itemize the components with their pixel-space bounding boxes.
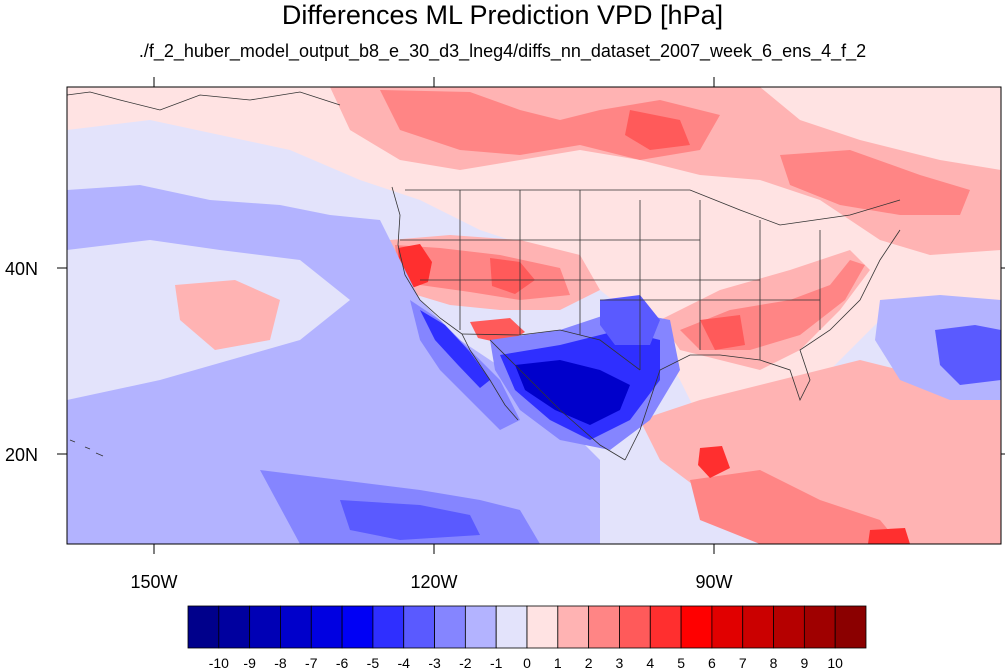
contour-mexico-neg6 bbox=[515, 360, 630, 425]
y-tick-label-20n: 20N bbox=[5, 445, 38, 465]
contour-pacific-neg3 bbox=[340, 500, 480, 540]
colorbar-swatch bbox=[372, 605, 405, 649]
colorbar-swatch bbox=[680, 605, 713, 649]
state-lines-2 bbox=[400, 239, 820, 301]
boundaries bbox=[67, 91, 901, 461]
colorbar-label: -1 bbox=[490, 655, 503, 671]
us-canada-border bbox=[405, 189, 901, 226]
contour-texas-neg3 bbox=[600, 295, 660, 345]
alaska-coast bbox=[67, 91, 341, 111]
colorbar-swatch bbox=[588, 605, 620, 649]
state-lines-1 bbox=[459, 190, 641, 370]
baja-coast bbox=[469, 349, 519, 421]
gulf-coast bbox=[624, 229, 901, 461]
colorbar-swatch bbox=[218, 605, 251, 649]
contour-ne-pos2 bbox=[780, 150, 970, 215]
colorbar-label: -7 bbox=[305, 655, 318, 671]
mexico-west-coast bbox=[489, 339, 626, 461]
state-lines-3 bbox=[699, 200, 821, 360]
colorbar-label: -3 bbox=[428, 655, 441, 671]
contour-pacific-pos1 bbox=[175, 280, 280, 350]
colorbar: -10 -9 -8 -7 -6 -5 -4 -3 -2 -1 0 1 2 3 4 5 6 7 8 9 10 bbox=[187, 605, 867, 671]
colorbar-label: 4 bbox=[646, 655, 654, 671]
colorbar-label: -8 bbox=[274, 655, 287, 671]
contour-caribbean-pos4 bbox=[698, 446, 730, 478]
contour-west-pos2 bbox=[395, 245, 570, 300]
page-title: Differences ML Prediction VPD [hPa] bbox=[281, 0, 724, 30]
colorbar-swatch bbox=[249, 605, 281, 649]
colorbar-swatch bbox=[834, 605, 867, 649]
page-subtitle: ./f_2_huber_model_output_b8_e_30_d3_lneg… bbox=[138, 41, 867, 61]
colorbar-label: 5 bbox=[677, 655, 685, 671]
axis-ticks bbox=[57, 77, 1005, 554]
us-mexico-border bbox=[461, 329, 641, 371]
colorbar-label: 10 bbox=[827, 655, 843, 671]
colorbar-label: -5 bbox=[367, 655, 380, 671]
colorbar-swatch bbox=[341, 605, 374, 649]
colorbar-swatch bbox=[464, 605, 497, 649]
y-tick-label-40n: 40N bbox=[5, 259, 38, 279]
colorbar-swatch bbox=[773, 605, 805, 649]
contour-pacific-neg1 bbox=[67, 185, 600, 544]
colorbar-swatch bbox=[495, 605, 528, 649]
x-tick-label-90w: 90W bbox=[695, 572, 732, 592]
colorbar-label: 1 bbox=[554, 655, 562, 671]
contour-field bbox=[67, 87, 1001, 544]
x-tick-label-120w: 120W bbox=[410, 572, 457, 592]
contour-pos4-corner bbox=[868, 528, 910, 544]
colorbar-swatch bbox=[280, 605, 312, 649]
colorbar-label: 8 bbox=[770, 655, 778, 671]
contour-atlantic-neg3 bbox=[935, 325, 1001, 385]
colorbar-swatch bbox=[403, 605, 435, 649]
colorbar-swatch bbox=[526, 605, 559, 649]
contour-north-pos2 bbox=[380, 90, 720, 160]
colorbar-label: 6 bbox=[708, 655, 716, 671]
colorbar-swatch bbox=[649, 605, 682, 649]
colorbar-label: 7 bbox=[739, 655, 747, 671]
colorbar-label: 2 bbox=[585, 655, 593, 671]
colorbar-label: 9 bbox=[800, 655, 808, 671]
contour-ne-pos3 bbox=[625, 110, 690, 150]
colorbar-swatch bbox=[711, 605, 744, 649]
contour-coastal-neg4 bbox=[420, 310, 490, 388]
contour-se-pos3 bbox=[700, 315, 745, 350]
colorbar-label: -2 bbox=[459, 655, 472, 671]
plot-frame bbox=[66, 86, 1002, 545]
hawaii bbox=[69, 439, 104, 457]
colorbar-swatch bbox=[803, 605, 836, 649]
colorbar-label: -4 bbox=[398, 655, 411, 671]
colorbar-label: 0 bbox=[523, 655, 531, 671]
colorbar-swatch bbox=[434, 605, 466, 649]
contour-utah-pos3 bbox=[490, 258, 535, 294]
contour-caribbean-pos2 bbox=[690, 470, 900, 544]
colorbar-swatch bbox=[619, 605, 651, 649]
colorbar-swatch bbox=[742, 605, 774, 649]
colorbar-label: -10 bbox=[209, 655, 229, 671]
colorbar-swatch bbox=[557, 605, 590, 649]
x-tick-label-150w: 150W bbox=[130, 572, 177, 592]
colorbar-label: -9 bbox=[243, 655, 256, 671]
colorbar-label: -6 bbox=[336, 655, 349, 671]
colorbar-swatch bbox=[310, 605, 343, 649]
us-west-coast bbox=[391, 186, 471, 351]
colorbar-swatch bbox=[187, 605, 220, 649]
colorbar-label: 3 bbox=[616, 655, 624, 671]
